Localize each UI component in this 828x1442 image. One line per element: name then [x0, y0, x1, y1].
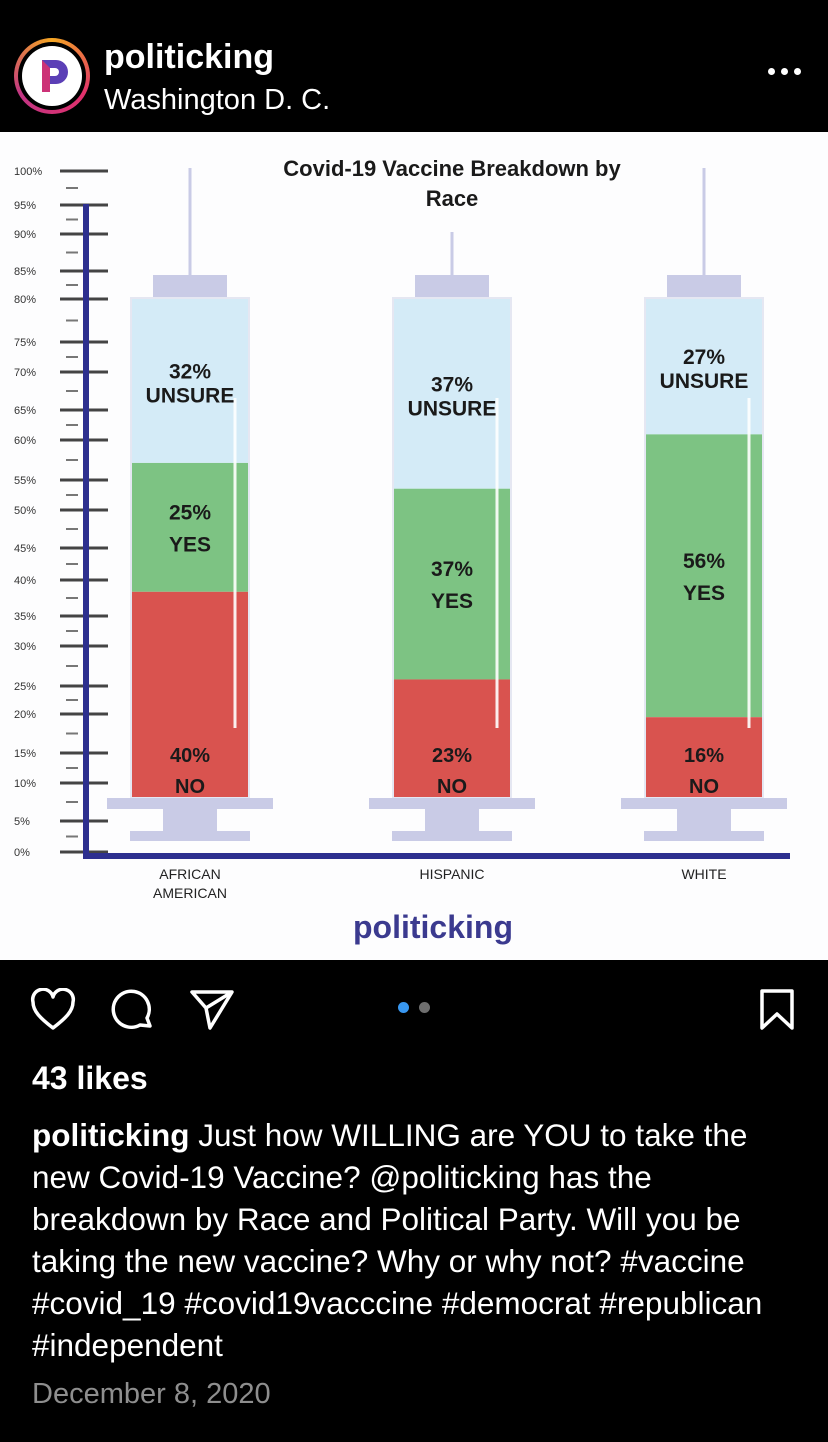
bar-segment-no: [393, 679, 511, 798]
syringe-flange: [621, 798, 787, 809]
pagination-dot-active: [398, 1002, 409, 1013]
likes-count[interactable]: 43 likes: [32, 1060, 148, 1096]
hashtag[interactable]: #covid_19: [32, 1285, 176, 1321]
post-image[interactable]: Covid-19 Vaccine Breakdown by Race 100% 95%…: [0, 132, 828, 960]
syringe-tip: [425, 809, 479, 831]
y-tick-label: 10%: [14, 778, 36, 790]
label-unsure-pct: 32%: [169, 360, 211, 383]
x-category-label: AFRICAN: [159, 866, 220, 882]
syringe-flange: [369, 798, 535, 809]
syringe-flange: [107, 798, 273, 809]
pagination-dot: [419, 1002, 430, 1013]
y-tick-label: 0%: [14, 847, 30, 859]
syringe-base: [644, 831, 764, 841]
label-yes-word: YES: [169, 533, 211, 556]
label-no-word: NO: [175, 776, 205, 798]
y-tick-label: 90%: [14, 229, 36, 241]
label-no-pct: 40%: [170, 745, 210, 767]
bar-segment-yes: [645, 434, 763, 718]
bar-segment-unsure: [131, 298, 249, 463]
syringe-cap: [415, 275, 489, 297]
y-tick-label: 70%: [14, 367, 36, 379]
y-tick-label: 45%: [14, 543, 36, 555]
y-tick-label: 25%: [14, 681, 36, 693]
politicking-logo-icon: [22, 46, 82, 106]
post-date: December 8, 2020: [32, 1378, 271, 1410]
y-tick-label: 55%: [14, 475, 36, 487]
x-category-label: HISPANIC: [419, 866, 484, 882]
y-tick-label: 5%: [14, 816, 30, 828]
bar-segment-no: [645, 717, 763, 798]
label-yes-word: YES: [683, 582, 725, 605]
y-tick-label: 65%: [14, 405, 36, 417]
y-tick-label: 30%: [14, 641, 36, 653]
x-category-label: AMERICAN: [153, 885, 227, 901]
label-yes-pct: 37%: [431, 558, 473, 581]
bar-segment-unsure: [393, 298, 511, 489]
y-tick-label: 40%: [14, 575, 36, 587]
chart-title: Covid-19 Vaccine Breakdown by: [283, 156, 621, 181]
location[interactable]: Washington D. C.: [104, 84, 331, 116]
label-yes-pct: 25%: [169, 501, 211, 524]
post-header: politicking Washington D. C.: [0, 0, 828, 132]
label-unsure-pct: 37%: [431, 373, 473, 396]
label-no-pct: 16%: [684, 745, 724, 767]
syringe-tip: [677, 809, 731, 831]
syringe-tip: [163, 809, 217, 831]
x-category-label: WHITE: [681, 866, 726, 882]
y-tick-label: 95%: [14, 200, 36, 212]
heart-icon[interactable]: [30, 988, 76, 1032]
chart: Covid-19 Vaccine Breakdown by Race 100% 95%…: [14, 156, 790, 945]
label-yes-pct: 56%: [683, 550, 725, 573]
y-tick-label: 50%: [14, 505, 36, 517]
bar-segment-yes: [393, 488, 511, 680]
caption-text: has the breakdown by Race and Political …: [32, 1159, 741, 1279]
y-tick-label: 100%: [14, 166, 42, 178]
bookmark-icon[interactable]: [758, 988, 796, 1032]
watermark-logo: politicking: [353, 909, 513, 945]
caption-username[interactable]: politicking: [32, 1117, 190, 1153]
label-unsure-word: UNSURE: [408, 397, 497, 420]
y-tick-label: 35%: [14, 611, 36, 623]
bar-segment-no: [131, 591, 249, 798]
more-options-icon[interactable]: [762, 56, 806, 86]
label-no-word: NO: [437, 776, 467, 798]
hashtag[interactable]: #covid19vacccine: [184, 1285, 434, 1321]
username[interactable]: politicking: [104, 38, 274, 76]
label-unsure-word: UNSURE: [146, 384, 235, 407]
comment-icon[interactable]: [110, 988, 156, 1034]
y-tick-label: 85%: [14, 266, 36, 278]
avatar-ring: [18, 42, 86, 110]
y-tick-label: 60%: [14, 435, 36, 447]
label-unsure-word: UNSURE: [660, 370, 749, 393]
y-tick-label: 15%: [14, 748, 36, 760]
bar-segment-unsure: [645, 298, 763, 435]
hashtag[interactable]: #independent: [32, 1327, 223, 1363]
label-yes-word: YES: [431, 590, 473, 613]
hashtag[interactable]: #vaccine: [620, 1243, 745, 1279]
syringe-base: [392, 831, 512, 841]
caption: politicking Just how WILLING are YOU to …: [32, 1114, 812, 1366]
y-tick-label: 80%: [14, 294, 36, 306]
avatar[interactable]: [14, 38, 90, 114]
syringe-cap: [153, 275, 227, 297]
syringe-cap: [667, 275, 741, 297]
label-no-pct: 23%: [432, 745, 472, 767]
hashtag[interactable]: #democrat: [441, 1285, 591, 1321]
y-tick-label: 20%: [14, 709, 36, 721]
chart-title: Race: [426, 186, 479, 211]
caption-mention[interactable]: @politicking: [369, 1159, 540, 1195]
label-no-word: NO: [689, 776, 719, 798]
syringe-base: [130, 831, 250, 841]
label-unsure-pct: 27%: [683, 346, 725, 369]
y-tick-label: 75%: [14, 337, 36, 349]
share-icon[interactable]: [188, 988, 236, 1032]
hashtag[interactable]: #republican: [599, 1285, 763, 1321]
carousel-pagination: [398, 1002, 438, 1016]
action-bar: [0, 960, 828, 1055]
caption-text: Just how WILLING are YOU to take the new…: [32, 1117, 748, 1195]
bar-segment-yes: [131, 462, 249, 592]
